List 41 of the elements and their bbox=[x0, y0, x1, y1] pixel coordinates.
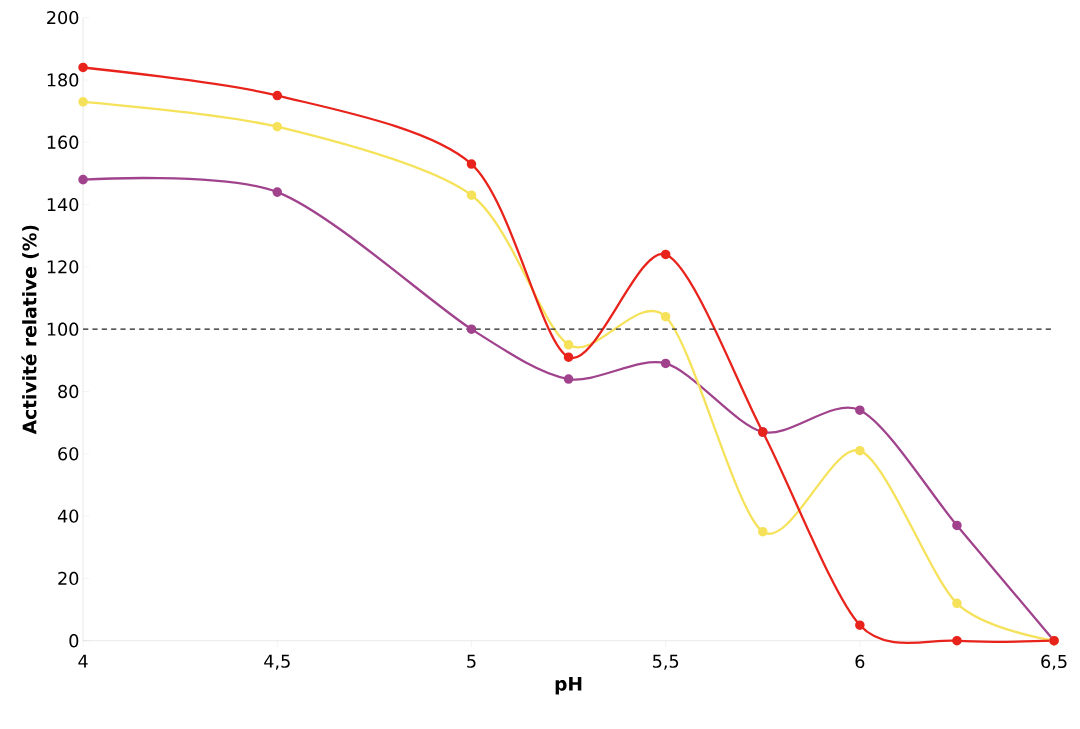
point bbox=[855, 620, 865, 630]
point bbox=[952, 520, 962, 531]
point bbox=[952, 635, 962, 646]
point bbox=[272, 187, 283, 197]
x-axis-title: pH bbox=[555, 676, 582, 695]
y-tick-label: 120 bbox=[47, 260, 79, 274]
y-tick-label: 100 bbox=[47, 322, 79, 336]
y-tick-label: 20 bbox=[58, 571, 79, 586]
y-tick-label: 160 bbox=[47, 135, 79, 149]
y-tick-label: 60 bbox=[58, 447, 79, 461]
x-tick-label: 4,5 bbox=[264, 654, 290, 670]
point bbox=[660, 358, 671, 369]
point bbox=[466, 324, 477, 334]
x-tick-label: 5,5 bbox=[653, 654, 679, 670]
point bbox=[855, 405, 865, 415]
point bbox=[855, 445, 865, 456]
point bbox=[78, 62, 88, 73]
point bbox=[78, 174, 88, 185]
point bbox=[272, 90, 283, 101]
y-tick-label: 180 bbox=[47, 73, 79, 87]
y-tick-label: 140 bbox=[47, 197, 79, 212]
point bbox=[563, 352, 574, 362]
y-tick-label: 40 bbox=[57, 509, 79, 523]
y-tick-label: 200 bbox=[47, 10, 79, 25]
point bbox=[466, 159, 477, 169]
point bbox=[660, 249, 671, 260]
y-tick-label: 80 bbox=[58, 384, 79, 399]
x-tick-label: 5 bbox=[467, 654, 476, 668]
x-tick-label: 6 bbox=[855, 654, 865, 669]
point bbox=[466, 190, 477, 200]
point bbox=[952, 598, 962, 609]
point bbox=[563, 374, 574, 384]
y-tick-label: 0 bbox=[69, 634, 79, 648]
x-tick-label: 6,5 bbox=[1041, 654, 1067, 670]
x-tick-label: 4 bbox=[78, 654, 88, 668]
point bbox=[660, 311, 671, 322]
point bbox=[563, 339, 574, 350]
point bbox=[272, 121, 283, 132]
point bbox=[78, 96, 88, 107]
y-axis-title: Activité relative (%) bbox=[21, 225, 39, 435]
point bbox=[757, 526, 768, 537]
